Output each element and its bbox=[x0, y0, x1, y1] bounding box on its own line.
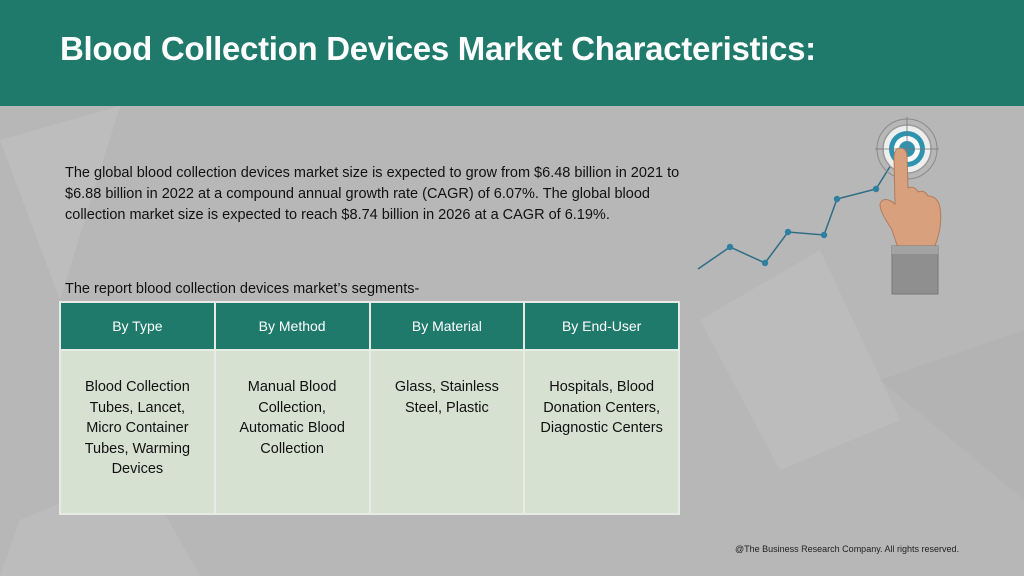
header-by-type: By Type bbox=[59, 301, 216, 351]
page-title: Blood Collection Devices Market Characte… bbox=[60, 30, 816, 67]
header-by-end-user: By End-User bbox=[523, 301, 680, 351]
cell-by-type: Blood Collection Tubes, Lancet, Micro Co… bbox=[59, 349, 216, 515]
table-row: Blood Collection Tubes, Lancet, Micro Co… bbox=[59, 349, 680, 515]
table-header-row: By Type By Method By Material By End-Use… bbox=[59, 301, 680, 351]
copyright-footer: @The Business Research Company. All righ… bbox=[735, 544, 960, 554]
trend-hand-target-icon bbox=[697, 117, 942, 295]
cell-by-material: Glass, Stainless Steel, Plastic bbox=[368, 349, 526, 515]
cell-by-method: Manual Blood Collection, Automatic Blood… bbox=[213, 349, 371, 515]
cell-by-end-user: Hospitals, Blood Donation Centers, Diagn… bbox=[523, 349, 680, 515]
trend-line-icon bbox=[697, 156, 897, 270]
header-by-method: By Method bbox=[213, 301, 371, 351]
header-by-material: By Material bbox=[368, 301, 526, 351]
title-bar: Blood Collection Devices Market Characte… bbox=[0, 0, 1024, 106]
market-summary-text: The global blood collection devices mark… bbox=[65, 165, 680, 223]
segments-table: By Type By Method By Material By End-Use… bbox=[59, 301, 680, 515]
segments-label: The report blood collection devices mark… bbox=[65, 281, 420, 297]
hand-icon bbox=[879, 147, 942, 295]
